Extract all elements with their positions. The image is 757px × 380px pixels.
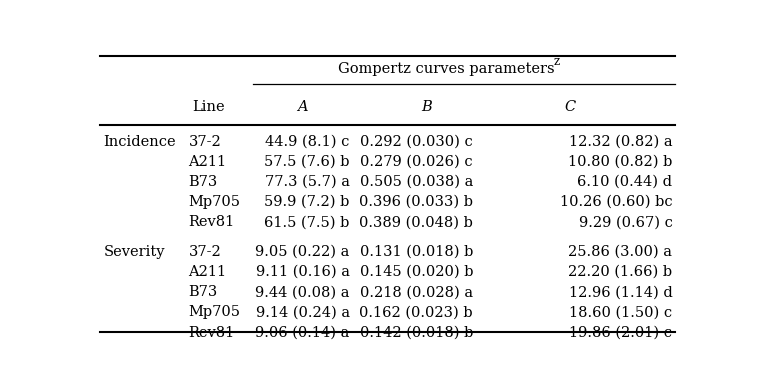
Text: 37-2: 37-2 — [188, 245, 221, 259]
Text: A211: A211 — [188, 155, 226, 169]
Text: A211: A211 — [188, 265, 226, 279]
Text: z: z — [554, 55, 560, 68]
Text: 0.218 (0.028) a: 0.218 (0.028) a — [360, 285, 473, 299]
Text: Severity: Severity — [104, 245, 165, 259]
Text: 61.5 (7.5) b: 61.5 (7.5) b — [264, 215, 350, 230]
Text: 10.26 (0.60) bc: 10.26 (0.60) bc — [560, 195, 672, 209]
Text: Rev81: Rev81 — [188, 215, 235, 230]
Text: 77.3 (5.7) a: 77.3 (5.7) a — [265, 175, 350, 189]
Text: 0.131 (0.018) b: 0.131 (0.018) b — [360, 245, 473, 259]
Text: 9.06 (0.14) a: 9.06 (0.14) a — [255, 326, 350, 340]
Text: 0.145 (0.020) b: 0.145 (0.020) b — [360, 265, 473, 279]
Text: Mp705: Mp705 — [188, 195, 241, 209]
Text: 0.142 (0.018) b: 0.142 (0.018) b — [360, 326, 473, 340]
Text: 9.05 (0.22) a: 9.05 (0.22) a — [255, 245, 350, 259]
Text: 9.14 (0.24) a: 9.14 (0.24) a — [256, 306, 350, 320]
Text: Mp705: Mp705 — [188, 306, 241, 320]
Text: 37-2: 37-2 — [188, 135, 221, 149]
Text: Line: Line — [193, 100, 226, 114]
Text: 0.505 (0.038) a: 0.505 (0.038) a — [360, 175, 473, 189]
Text: 0.162 (0.023) b: 0.162 (0.023) b — [360, 306, 473, 320]
Text: Rev81: Rev81 — [188, 326, 235, 340]
Text: B73: B73 — [188, 285, 218, 299]
Text: B: B — [421, 100, 431, 114]
Text: 12.96 (1.14) d: 12.96 (1.14) d — [569, 285, 672, 299]
Text: 19.86 (2.01) c: 19.86 (2.01) c — [569, 326, 672, 340]
Text: 59.9 (7.2) b: 59.9 (7.2) b — [264, 195, 350, 209]
Text: 12.32 (0.82) a: 12.32 (0.82) a — [569, 135, 672, 149]
Text: Gompertz curves parameters: Gompertz curves parameters — [338, 62, 555, 76]
Text: 22.20 (1.66) b: 22.20 (1.66) b — [569, 265, 672, 279]
Text: C: C — [564, 100, 575, 114]
Text: Incidence: Incidence — [104, 135, 176, 149]
Text: B73: B73 — [188, 175, 218, 189]
Text: 0.396 (0.033) b: 0.396 (0.033) b — [359, 195, 473, 209]
Text: 10.80 (0.82) b: 10.80 (0.82) b — [568, 155, 672, 169]
Text: 25.86 (3.00) a: 25.86 (3.00) a — [569, 245, 672, 259]
Text: 18.60 (1.50) c: 18.60 (1.50) c — [569, 306, 672, 320]
Text: 6.10 (0.44) d: 6.10 (0.44) d — [578, 175, 672, 189]
Text: 0.389 (0.048) b: 0.389 (0.048) b — [359, 215, 473, 230]
Text: A: A — [298, 100, 308, 114]
Text: 44.9 (8.1) c: 44.9 (8.1) c — [266, 135, 350, 149]
Text: 0.292 (0.030) c: 0.292 (0.030) c — [360, 135, 473, 149]
Text: 9.29 (0.67) c: 9.29 (0.67) c — [578, 215, 672, 230]
Text: 0.279 (0.026) c: 0.279 (0.026) c — [360, 155, 473, 169]
Text: 9.11 (0.16) a: 9.11 (0.16) a — [256, 265, 350, 279]
Text: 9.44 (0.08) a: 9.44 (0.08) a — [255, 285, 350, 299]
Text: 57.5 (7.6) b: 57.5 (7.6) b — [264, 155, 350, 169]
